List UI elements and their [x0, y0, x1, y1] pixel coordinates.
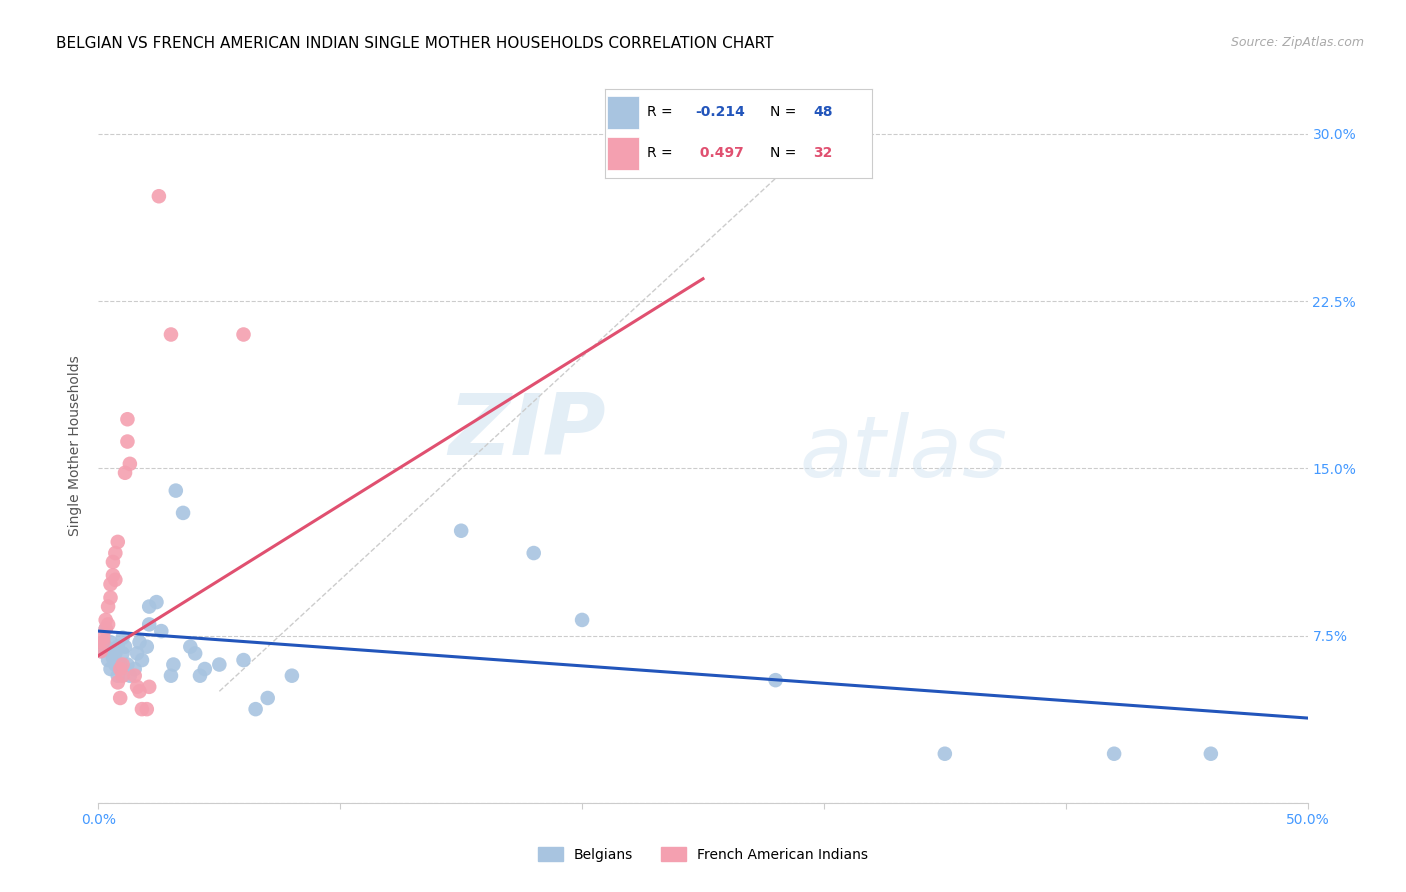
Text: 48: 48 — [813, 105, 832, 119]
Point — [108, 662, 131, 676]
Point — [100, 635, 122, 649]
Point — [124, 669, 146, 683]
Point — [91, 635, 114, 649]
Point — [127, 680, 149, 694]
Point — [117, 657, 139, 672]
Point — [232, 327, 254, 342]
Point — [97, 653, 120, 667]
Point — [127, 646, 149, 660]
Point — [100, 577, 122, 591]
Text: R =: R = — [647, 146, 678, 160]
Point — [94, 613, 117, 627]
Point — [104, 546, 127, 560]
Point — [194, 662, 217, 676]
Point — [100, 662, 122, 676]
Text: BELGIAN VS FRENCH AMERICAN INDIAN SINGLE MOTHER HOUSEHOLDS CORRELATION CHART: BELGIAN VS FRENCH AMERICAN INDIAN SINGLE… — [56, 36, 773, 51]
Point — [281, 669, 304, 683]
Point — [208, 657, 231, 672]
Point — [145, 595, 167, 609]
Point — [107, 534, 129, 549]
Point — [94, 622, 117, 636]
Point — [114, 466, 136, 480]
Point — [94, 640, 117, 654]
Point — [131, 702, 153, 716]
Point — [94, 622, 117, 636]
Point — [97, 599, 120, 614]
Point — [124, 662, 146, 676]
Point — [91, 631, 114, 645]
Point — [1102, 747, 1125, 761]
Point — [184, 646, 207, 660]
Point — [118, 669, 141, 683]
Point — [104, 646, 127, 660]
Point — [150, 624, 173, 639]
Point — [172, 506, 194, 520]
Point — [138, 599, 160, 614]
Point — [160, 327, 183, 342]
Text: -0.214: -0.214 — [696, 105, 745, 119]
Point — [162, 657, 184, 672]
Point — [101, 651, 124, 665]
Point — [97, 642, 120, 657]
Point — [91, 635, 114, 649]
Text: R =: R = — [647, 105, 678, 119]
Point — [160, 669, 183, 683]
Text: N =: N = — [770, 146, 801, 160]
Text: 0.497: 0.497 — [696, 146, 744, 160]
Point — [128, 635, 150, 649]
Point — [90, 644, 112, 658]
Point — [1199, 747, 1222, 761]
FancyBboxPatch shape — [607, 96, 640, 129]
Point — [765, 673, 787, 687]
Point — [114, 640, 136, 654]
Point — [148, 189, 170, 203]
Point — [107, 669, 129, 683]
Point — [90, 644, 112, 658]
Text: ZIP: ZIP — [449, 390, 606, 474]
Point — [256, 690, 278, 705]
Point — [135, 640, 157, 654]
Point — [118, 457, 141, 471]
Point — [131, 653, 153, 667]
Text: 32: 32 — [813, 146, 832, 160]
Point — [111, 631, 134, 645]
Point — [135, 702, 157, 716]
Legend: Belgians, French American Indians: Belgians, French American Indians — [533, 841, 873, 867]
Point — [111, 669, 134, 683]
Point — [188, 669, 211, 683]
Point — [107, 640, 129, 654]
Point — [101, 568, 124, 582]
Point — [571, 613, 593, 627]
Point — [108, 690, 131, 705]
Point — [111, 657, 134, 672]
Point — [245, 702, 267, 716]
Point — [179, 640, 201, 654]
FancyBboxPatch shape — [607, 137, 640, 170]
Text: N =: N = — [770, 105, 801, 119]
Point — [104, 573, 127, 587]
Point — [138, 617, 160, 632]
Text: Source: ZipAtlas.com: Source: ZipAtlas.com — [1230, 36, 1364, 49]
Point — [523, 546, 546, 560]
Point — [117, 434, 139, 449]
Point — [232, 653, 254, 667]
Point — [117, 412, 139, 426]
Point — [450, 524, 472, 538]
Point — [138, 680, 160, 694]
Point — [165, 483, 187, 498]
Point — [101, 555, 124, 569]
Point — [100, 591, 122, 605]
Y-axis label: Single Mother Households: Single Mother Households — [69, 356, 83, 536]
Point — [934, 747, 956, 761]
Point — [128, 684, 150, 698]
Point — [104, 657, 127, 672]
Point — [111, 646, 134, 660]
Text: atlas: atlas — [800, 411, 1008, 495]
Point — [97, 617, 120, 632]
Point — [107, 675, 129, 690]
Point — [108, 657, 131, 672]
